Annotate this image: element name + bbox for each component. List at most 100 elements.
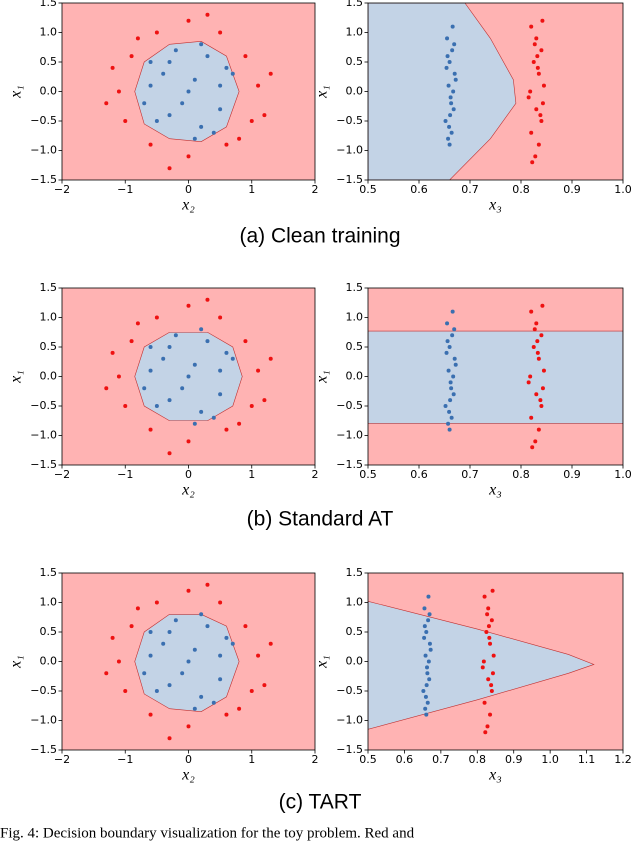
y-tick-label: 1.5 <box>40 0 58 9</box>
y-tick-label: −1.5 <box>30 458 57 471</box>
point <box>540 386 545 391</box>
point <box>249 689 254 693</box>
x-tick-label: 1 <box>248 183 255 196</box>
point <box>104 386 109 391</box>
point <box>532 327 537 332</box>
point <box>538 113 543 118</box>
point <box>148 712 153 717</box>
plot-area <box>368 588 595 735</box>
point <box>531 60 536 64</box>
point <box>180 671 185 676</box>
point <box>535 65 540 70</box>
point <box>449 130 454 135</box>
point <box>424 683 429 688</box>
point <box>186 659 191 664</box>
point <box>104 101 109 106</box>
y-tick-label: 1.5 <box>40 281 58 294</box>
point <box>450 333 455 338</box>
point <box>540 101 545 106</box>
point <box>262 113 267 118</box>
point <box>534 107 539 112</box>
point <box>237 706 242 711</box>
point <box>256 653 261 658</box>
plot-area <box>368 303 623 450</box>
point <box>425 665 430 670</box>
y-tick-label: −1.5 <box>30 173 57 186</box>
panel: −2 −1 0 1 2 −1.5 −1.0 −0.5 0.0 0.5 1.0 1.5 x₂ x₁ <box>8 281 319 499</box>
y-tick-label: 0.5 <box>40 625 58 638</box>
point <box>484 630 489 634</box>
point <box>186 374 191 379</box>
y-tick-label: −0.5 <box>30 684 57 697</box>
point <box>536 427 541 432</box>
y-tick-label: 0.0 <box>346 370 364 383</box>
point <box>452 356 457 361</box>
point <box>448 95 453 100</box>
x-tick-label: 0.7 <box>461 468 479 481</box>
panel: 0.5 0.6 0.7 0.8 0.9 1.0 1.1 1.2 −1.5 −1.0 −0.5 0.0 0… <box>314 566 632 784</box>
point <box>199 327 204 332</box>
point <box>489 683 494 688</box>
y-tick-label: −1.0 <box>30 429 57 442</box>
point <box>237 136 242 141</box>
point <box>448 380 453 385</box>
x-tick-label: −2 <box>54 753 70 766</box>
point <box>490 671 495 676</box>
y-tick-label: −0.5 <box>336 114 363 127</box>
point <box>531 345 536 349</box>
point <box>529 130 534 135</box>
x-tick-label: 0.8 <box>512 468 530 481</box>
point <box>135 321 140 326</box>
point <box>447 142 452 147</box>
point <box>533 154 538 159</box>
point <box>218 315 223 320</box>
x-tick-label: 0.6 <box>410 468 428 481</box>
point <box>486 606 491 611</box>
y-tick-label: 0.0 <box>346 85 364 98</box>
point <box>218 107 223 112</box>
point <box>142 101 147 106</box>
x-tick-label: 0 <box>185 753 192 766</box>
point <box>173 333 178 338</box>
point <box>539 119 544 123</box>
point <box>451 374 456 379</box>
y-tick-label: −0.5 <box>336 399 363 412</box>
x-tick-label: 0.7 <box>461 183 479 196</box>
point <box>262 683 267 688</box>
point <box>421 689 426 693</box>
point <box>154 600 159 605</box>
point <box>529 24 534 29</box>
point <box>528 374 533 379</box>
point <box>541 83 546 88</box>
point <box>192 136 197 141</box>
x-tick-label: −2 <box>54 468 70 481</box>
point <box>116 89 121 94</box>
point <box>224 427 229 432</box>
point <box>167 113 172 118</box>
point <box>161 356 166 361</box>
point <box>237 421 242 426</box>
point <box>449 101 454 106</box>
plot-area <box>104 297 273 456</box>
point <box>224 65 229 70</box>
point <box>534 392 539 397</box>
x-tick-label: 0.7 <box>432 753 450 766</box>
y-tick-label: 1.0 <box>346 26 364 39</box>
x-tick-label: 0 <box>185 183 192 196</box>
y-tick-label: −1.0 <box>336 144 363 157</box>
y-axis-label: x₁ <box>8 370 25 384</box>
point <box>536 71 541 76</box>
x-tick-label: 1.0 <box>541 753 559 766</box>
x-tick-label: 0.6 <box>396 753 414 766</box>
point <box>199 124 204 129</box>
point <box>443 119 448 123</box>
point <box>186 439 191 444</box>
decision-region <box>368 3 517 180</box>
point <box>173 48 178 53</box>
x-axis-label: x₃ <box>488 767 502 784</box>
point <box>448 113 453 118</box>
x-tick-label: 1 <box>248 753 255 766</box>
point <box>218 600 223 605</box>
point <box>186 18 191 23</box>
